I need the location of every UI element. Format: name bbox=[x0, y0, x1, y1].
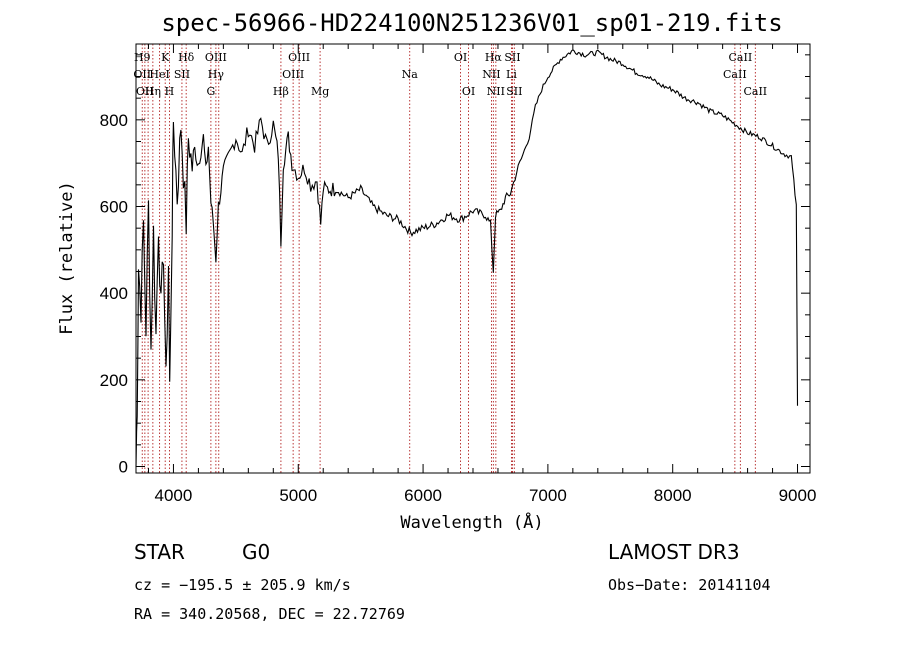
line-marker-label: G bbox=[206, 85, 215, 98]
x-tick-label: 5000 bbox=[279, 486, 317, 505]
y-tick-label: 800 bbox=[100, 111, 128, 130]
spectrum-line bbox=[135, 48, 799, 467]
line-marker-label: NII bbox=[487, 85, 505, 98]
line-marker-label: H bbox=[165, 85, 175, 98]
coordinates: RA = 340.20568, DEC = 22.72769 bbox=[134, 605, 405, 623]
survey-name: LAMOST DR3 bbox=[608, 540, 740, 564]
object-class: STAR bbox=[134, 540, 185, 564]
line-marker-label: Mg bbox=[311, 85, 329, 98]
line-marker-label: OI bbox=[462, 85, 475, 98]
line-marker-label: Hα bbox=[485, 51, 503, 64]
line-marker-label: SII bbox=[504, 51, 520, 64]
y-tick-label: 400 bbox=[100, 284, 128, 303]
x-tick-label: 8000 bbox=[654, 486, 692, 505]
line-marker-label: OII bbox=[133, 68, 151, 81]
x-tick-label: 7000 bbox=[529, 486, 567, 505]
x-tick-label: 6000 bbox=[404, 486, 442, 505]
line-marker-label: SII bbox=[174, 68, 190, 81]
obs-date: Obs−Date: 20141104 bbox=[608, 576, 771, 594]
line-marker-label: SII bbox=[506, 85, 522, 98]
line-marker-label: Hγ bbox=[208, 68, 225, 81]
line-marker-label: CaII bbox=[743, 85, 767, 98]
line-marker-label: Hδ bbox=[178, 51, 195, 64]
y-axis-ticks: 0 200 400 600 800 bbox=[100, 54, 810, 477]
line-marker-label: Li bbox=[506, 68, 517, 81]
x-axis-label: Wavelength (Å) bbox=[400, 511, 543, 533]
x-tick-label: 9000 bbox=[779, 486, 817, 505]
line-marker-label: CaII bbox=[723, 68, 747, 81]
line-marker-label: Hβ bbox=[273, 85, 289, 98]
line-marker-label: H9 bbox=[134, 51, 151, 64]
line-marker-label: OII bbox=[136, 85, 154, 98]
line-marker-label: Na bbox=[402, 68, 419, 81]
line-marker-label: OI bbox=[454, 51, 467, 64]
line-marker-labels: H9OIIOIIHηHeIKHSIIHδGOIIIHγHβOIIIOIIIMgN… bbox=[133, 51, 767, 98]
line-marker-label: NII bbox=[482, 68, 500, 81]
plot-frame bbox=[135, 43, 811, 474]
line-marker-label: Hη bbox=[145, 85, 161, 98]
y-axis-label: Flux (relative) bbox=[57, 181, 77, 335]
line-marker-label: OIII bbox=[288, 51, 310, 64]
redshift-text: cz = −195.5 ± 205.9 km/s bbox=[134, 576, 351, 594]
line-marker-label: OIII bbox=[282, 68, 304, 81]
line-markers bbox=[141, 44, 756, 473]
y-tick-label: 600 bbox=[100, 198, 128, 217]
line-marker-label: CaII bbox=[729, 51, 753, 64]
x-axis-ticks: 4000 5000 6000 7000 8000 9000 bbox=[147, 44, 817, 505]
line-marker-label: HeI bbox=[149, 68, 169, 81]
y-tick-label: 0 bbox=[119, 458, 128, 477]
object-subclass: G0 bbox=[242, 540, 270, 564]
x-tick-label: 4000 bbox=[155, 486, 193, 505]
y-tick-label: 200 bbox=[100, 371, 128, 390]
chart-title: spec-56966-HD224100N251236V01_sp01-219.f… bbox=[161, 9, 782, 37]
line-marker-label: K bbox=[161, 51, 170, 64]
line-marker-label: OIII bbox=[205, 51, 227, 64]
